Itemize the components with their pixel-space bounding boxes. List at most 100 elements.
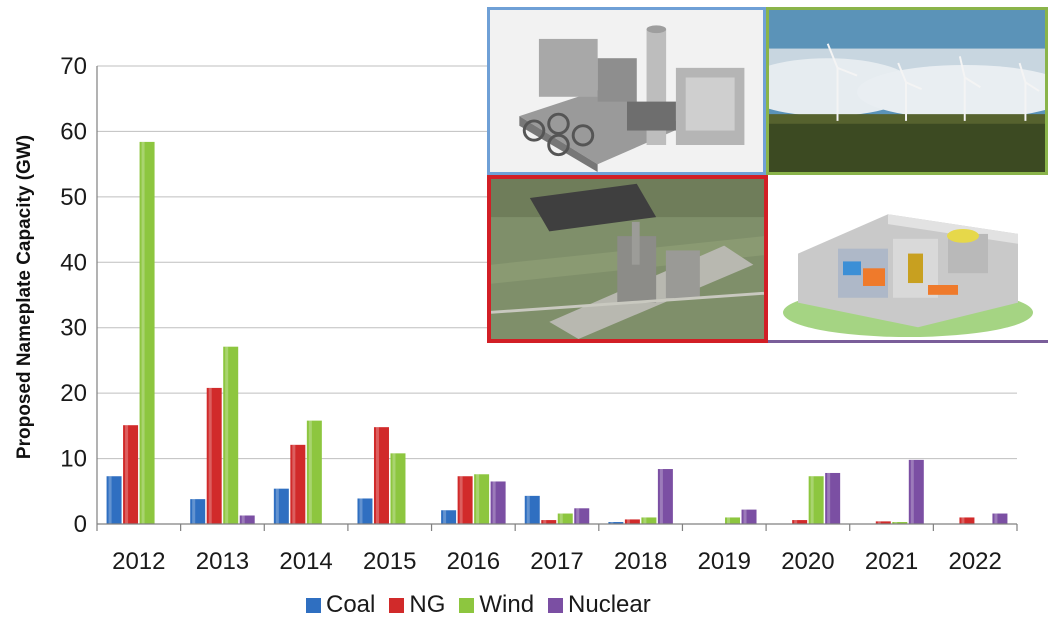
legend-swatch-wind <box>459 597 475 613</box>
axes <box>96 66 1018 531</box>
x-tick-label-2012: 2012 <box>112 548 165 575</box>
bar-coal-2014 <box>273 488 289 524</box>
x-tick-labels: 2012 2013 2014 2015 2016 2017 2018 2019 2020 2021… <box>112 548 1002 575</box>
legend-label-wind: Wind <box>479 591 535 618</box>
bar-highlight <box>576 508 580 524</box>
coal-plant-aerial-image <box>487 175 768 343</box>
bar-ng-2017 <box>541 520 557 524</box>
bar-nuclear-2022 <box>992 513 1008 524</box>
bar-wind-2012 <box>139 141 155 524</box>
legend-item-wind: Wind <box>459 591 534 619</box>
bar-highlight <box>125 425 129 524</box>
bar-highlight <box>108 476 112 524</box>
bar-coal-2015 <box>357 498 373 524</box>
bar-wind-2020 <box>808 476 824 524</box>
bar-wind-2016 <box>474 474 490 524</box>
bar-highlight <box>208 387 212 524</box>
bar-highlight <box>359 498 363 524</box>
bar-ng-2022 <box>959 517 975 524</box>
bar-highlight <box>275 488 279 524</box>
bar-highlight <box>141 141 145 524</box>
bar-highlight <box>961 517 965 524</box>
bar-wind-2014 <box>306 420 322 524</box>
bar-highlight <box>610 522 614 524</box>
legend: Coal NG Wind Nuclear <box>306 588 651 622</box>
bar-ng-2014 <box>290 444 306 524</box>
y-tick-label-70: 70 <box>60 53 87 80</box>
bar-highlight <box>910 459 914 524</box>
bar-wind-2018 <box>641 517 657 524</box>
bar-wind-2021 <box>892 522 908 524</box>
x-tick-label-2017: 2017 <box>530 548 583 575</box>
x-tick-label-2021: 2021 <box>865 548 918 575</box>
bar-coal-2012 <box>106 476 122 524</box>
legend-label-coal: Coal <box>326 591 376 618</box>
nuclear-reactor-cutaway-image <box>768 175 1048 343</box>
x-tick-label-2022: 2022 <box>948 548 1001 575</box>
bar-nuclear-2013 <box>239 515 255 524</box>
bar-highlight <box>292 444 296 524</box>
bar-wind-2013 <box>223 346 239 524</box>
bar-ng-2016 <box>457 476 473 524</box>
bar-nuclear-2019 <box>741 509 757 524</box>
x-tick-label-2018: 2018 <box>614 548 667 575</box>
bar-highlight <box>392 453 396 524</box>
bar-highlight <box>241 515 245 524</box>
legend-swatch-nuclear <box>548 597 564 613</box>
legend-label-ng: NG <box>409 591 446 618</box>
y-tick-label-50: 50 <box>60 184 87 211</box>
bar-coal-2018 <box>608 522 624 524</box>
y-axis-label: Proposed Nameplate Capacity (GW) <box>14 135 35 459</box>
bar-highlight <box>727 517 731 524</box>
y-tick-label-60: 60 <box>60 118 87 145</box>
y-tick-label-0: 0 <box>74 511 87 538</box>
bar-wind-2017 <box>557 513 573 524</box>
bar-highlight <box>626 519 630 524</box>
bar-highlight <box>810 476 814 524</box>
x-tick-label-2015: 2015 <box>363 548 416 575</box>
bar-ng-2021 <box>875 521 891 524</box>
y-tick-label-20: 20 <box>60 380 87 407</box>
x-tick-label-2013: 2013 <box>196 548 249 575</box>
bar-highlight <box>794 520 798 524</box>
x-tick-label-2014: 2014 <box>279 548 332 575</box>
bar-wind-2015 <box>390 453 406 524</box>
bar-ng-2018 <box>624 519 640 524</box>
bar-highlight <box>643 517 647 524</box>
y-tick-labels: 0 10 20 30 40 50 60 70 <box>60 53 87 538</box>
legend-label-nuclear: Nuclear <box>568 591 651 618</box>
bar-coal-2013 <box>190 499 206 524</box>
gas-turbine-plant-image <box>487 7 766 175</box>
bar-highlight <box>443 510 447 524</box>
bar-highlight <box>375 427 379 524</box>
bar-nuclear-2016 <box>490 481 506 524</box>
bar-ng-2012 <box>123 425 139 524</box>
bar-highlight <box>994 513 998 524</box>
y-tick-label-30: 30 <box>60 315 87 342</box>
bar-highlight <box>543 520 547 524</box>
bar-highlight <box>308 420 312 524</box>
bar-ng-2013 <box>206 387 222 524</box>
x-tick-label-2016: 2016 <box>447 548 500 575</box>
y-tick-label-40: 40 <box>60 249 87 276</box>
x-tick-label-2019: 2019 <box>698 548 751 575</box>
bar-ng-2020 <box>792 520 808 524</box>
bar-nuclear-2017 <box>574 508 590 524</box>
wind-farm-image <box>766 7 1048 175</box>
legend-item-ng: NG <box>389 591 445 619</box>
bar-nuclear-2020 <box>825 472 841 524</box>
bar-wind-2019 <box>725 517 741 524</box>
x-tick-label-2020: 2020 <box>781 548 834 575</box>
bar-highlight <box>659 469 663 524</box>
bars <box>106 141 1008 524</box>
bar-highlight <box>526 495 530 524</box>
bar-highlight <box>492 481 496 524</box>
bar-highlight <box>192 499 196 524</box>
bar-highlight <box>225 346 229 524</box>
bar-highlight <box>459 476 463 524</box>
bar-ng-2015 <box>373 427 389 524</box>
bar-highlight <box>743 509 747 524</box>
y-tick-label-10: 10 <box>60 446 87 473</box>
bar-highlight <box>559 513 563 524</box>
